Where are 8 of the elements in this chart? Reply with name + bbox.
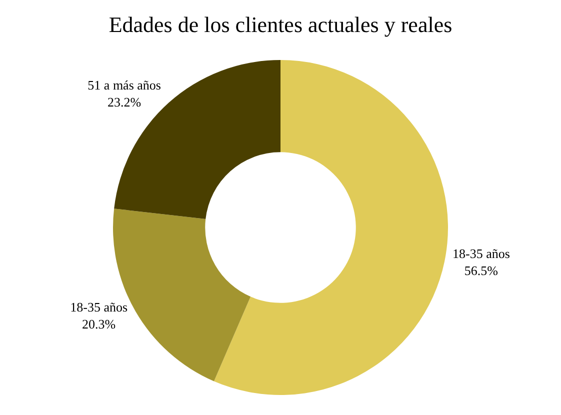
data-label: 23.2% [108, 94, 142, 110]
slice-label: 18-35 años [70, 299, 128, 314]
slice-label: 18-35 años [452, 246, 510, 262]
data-label: 20.3% [82, 316, 116, 332]
data-label: 56.5% [464, 263, 498, 278]
slice-label: 51 a más años [88, 78, 161, 93]
donut-slice [214, 60, 448, 395]
chart-title: Edades de los clientes actuales y reales [108, 12, 452, 37]
